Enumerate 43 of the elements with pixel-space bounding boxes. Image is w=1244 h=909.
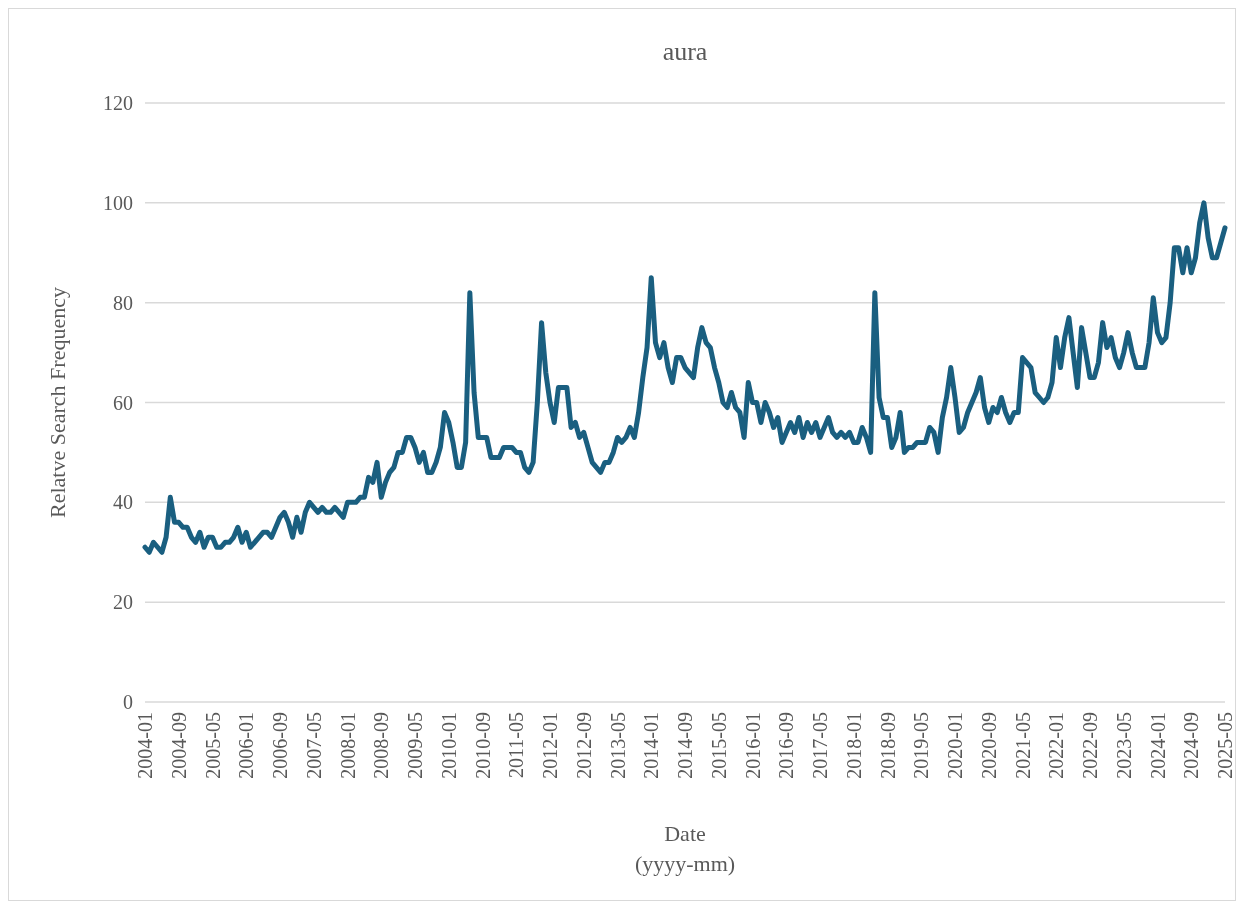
x-tick-label: 2016-09 [775,712,798,779]
x-tick-label: 2008-09 [370,712,393,779]
x-tick-label: 2017-05 [809,712,831,779]
chart-title: aura [662,37,708,66]
x-tick-label: 2019-05 [910,712,933,779]
y-tick-label: 100 [103,191,133,214]
x-tick-label: 2022-01 [1045,712,1068,779]
x-tick-label: 2012-01 [539,712,561,779]
x-tick-label: 2005-05 [201,712,224,779]
x-tick-label: 2020-01 [944,712,966,779]
x-tick-label: 2021-05 [1011,712,1034,779]
y-tick-label: 40 [113,491,133,514]
x-tick-label: 2004-01 [134,712,156,779]
x-tick-label: 2013-05 [606,712,629,779]
x-tick-label: 2007-05 [302,712,325,779]
x-tick-label: 2023-05 [1112,712,1135,779]
x-tick-label: 2024-09 [1180,712,1203,779]
x-tick-label: 2014-01 [640,712,663,779]
x-tick-label: 2016-01 [741,712,764,779]
x-tick-label: 2008-01 [336,712,359,779]
x-tick-label: 2009-05 [404,712,426,779]
x-tick-label: 2020-09 [977,712,1000,779]
x-tick-label: 2010-09 [471,712,494,779]
x-tick-label: 2010-01 [437,712,460,779]
y-axis-title: Relatve Search Frequency [45,287,70,518]
y-tick-label: 80 [113,291,133,314]
x-tick-label: 2011-05 [505,712,528,778]
x-tick-label: 2025-05 [1214,712,1236,779]
x-tick-label: 2015-05 [707,712,730,779]
x-axis-title: Date (yyyy-mm) [634,821,736,876]
x-tick-label: 2022-09 [1079,712,1101,779]
y-tick-label: 60 [113,391,133,414]
x-tick-label: 2024-01 [1146,712,1169,779]
x-tick-label: 2006-01 [235,712,258,779]
x-tick-label: 2018-01 [842,712,865,779]
x-tick-label: 2012-09 [572,712,595,779]
y-tick-label: 20 [113,591,133,614]
x-tick-label: 2018-09 [876,712,899,779]
x-tick-label: 2014-09 [674,712,696,779]
x-tick-label: 2006-09 [269,712,291,779]
y-tick-label: 0 [123,691,133,713]
x-tick-label: 2004-09 [167,712,190,779]
y-tick-label: 120 [103,92,133,114]
